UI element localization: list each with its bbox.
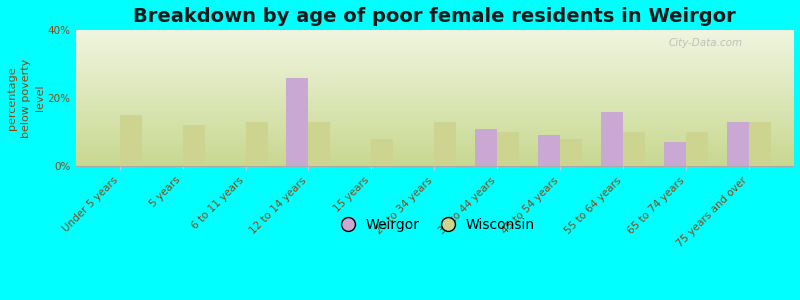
Bar xyxy=(434,122,456,166)
Text: City-Data.com: City-Data.com xyxy=(669,38,743,48)
Bar xyxy=(560,139,582,166)
Bar xyxy=(727,122,749,166)
Bar xyxy=(623,132,645,166)
Bar xyxy=(749,122,771,166)
Bar xyxy=(664,142,686,166)
Bar xyxy=(309,122,330,166)
Bar xyxy=(538,136,560,166)
Bar xyxy=(371,139,394,166)
Y-axis label: percentage
below poverty
level: percentage below poverty level xyxy=(7,58,45,138)
Bar xyxy=(246,122,267,166)
Bar xyxy=(120,115,142,166)
Bar xyxy=(475,129,498,166)
Bar xyxy=(686,132,708,166)
Bar xyxy=(601,112,623,166)
Bar xyxy=(286,78,309,166)
Title: Breakdown by age of poor female residents in Weirgor: Breakdown by age of poor female resident… xyxy=(133,7,736,26)
Bar xyxy=(498,132,519,166)
Bar xyxy=(182,125,205,166)
Legend: Weirgor, Wisconsin: Weirgor, Wisconsin xyxy=(328,213,540,238)
